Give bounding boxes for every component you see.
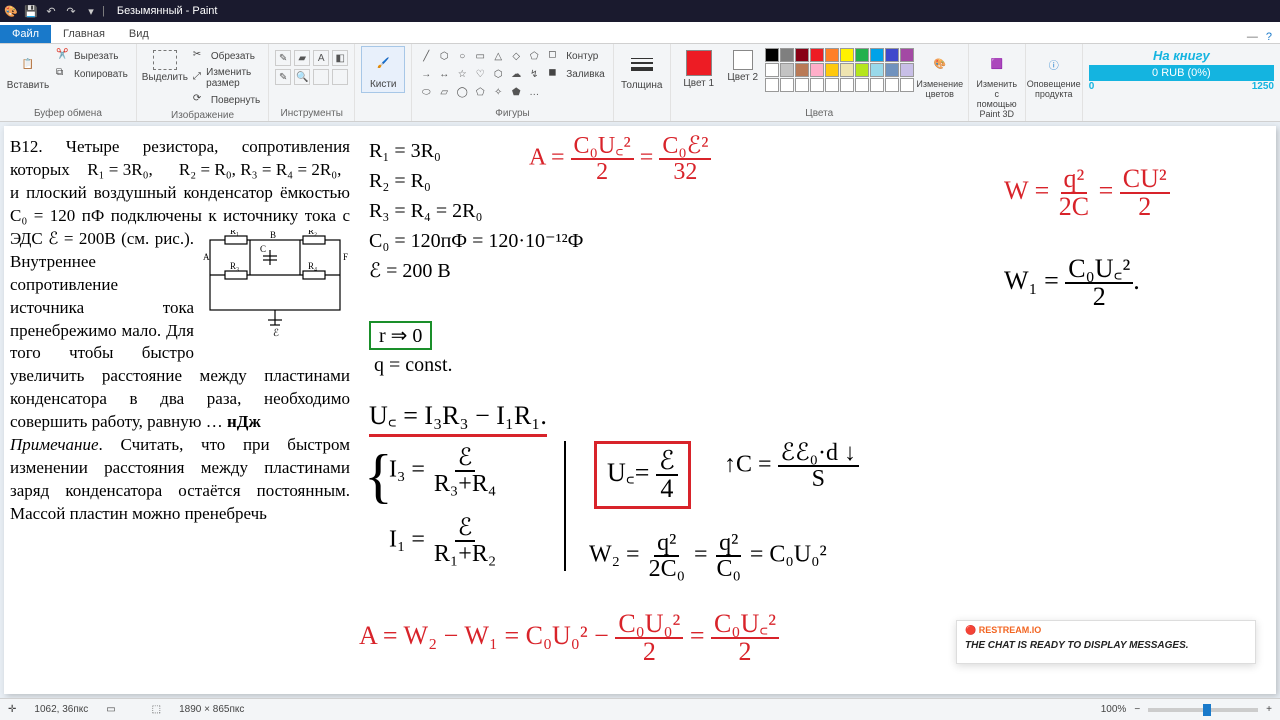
divider-line bbox=[564, 441, 566, 571]
crop-button[interactable]: ✂Обрезать bbox=[191, 48, 262, 64]
shapes-gallery[interactable]: ╱⬡○▭△◇⬠ →↔☆♡⬡☁↯ ⬭▱◯⬠✧⬟… bbox=[418, 46, 542, 100]
hand-A: A = C₀U꜀²2 = C₀ℰ²32 bbox=[529, 134, 711, 184]
svg-text:R₂: R₂ bbox=[308, 230, 317, 236]
group-alert: ⓘОповещение продукта bbox=[1026, 44, 1083, 121]
group-tools: ✎▰A◧ ✎🔍 Инструменты bbox=[269, 44, 355, 121]
hand-W1: W₁ = C₀U꜀²2. bbox=[1004, 256, 1140, 310]
svg-text:B: B bbox=[270, 230, 276, 240]
zoom-slider[interactable] bbox=[1148, 708, 1258, 712]
shape-fill-button[interactable]: ◼Заливка bbox=[546, 66, 607, 82]
group-image: Выделить ✂Обрезать ⤢Изменить размер ⟳Пов… bbox=[137, 44, 269, 121]
chat-message: The chat is ready to display messages. bbox=[965, 640, 1247, 651]
hand-A-final: A = W₂ − W₁ = C₀U₀² − C₀U₀²2 = C₀U꜀²2 bbox=[359, 611, 779, 665]
edit-colors-button[interactable]: 🎨 Изменение цветов bbox=[918, 46, 962, 100]
picker-icon: ✎ bbox=[275, 69, 291, 85]
hand-C: ↑C = ℰℰ₀·d ↓S bbox=[724, 441, 859, 491]
app-icon: 🎨 bbox=[4, 4, 18, 18]
title-bar: 🎨 💾 ↶ ↷ ▾ | Безымянный - Paint bbox=[0, 0, 1280, 22]
canvas-size-icon: ⬚ bbox=[152, 704, 161, 715]
donation-widget: На книгу 0 RUB (0%) 01250 bbox=[1083, 44, 1280, 121]
color1-button[interactable]: Цвет 1 bbox=[677, 46, 721, 89]
hand-q-const: q = const. bbox=[374, 354, 453, 377]
restream-brand: 🔴 RESTREAM.IO bbox=[965, 625, 1247, 636]
tab-file[interactable]: Файл bbox=[0, 25, 51, 43]
svg-text:R₁: R₁ bbox=[230, 230, 239, 236]
group-clipboard: 📋 Вставить ✂️Вырезать ⧉Копировать Буфер … bbox=[0, 44, 137, 121]
svg-text:C: C bbox=[260, 244, 266, 254]
help-icon[interactable]: ? bbox=[1266, 31, 1272, 43]
zoom-in-button[interactable]: + bbox=[1266, 704, 1272, 715]
cursor-pos: 1062, 36пкс bbox=[34, 704, 88, 715]
hand-r-zero: r ⇒ 0 bbox=[369, 321, 432, 350]
hand-Uc-box: U꜀= ℰ4 bbox=[594, 441, 691, 509]
color1-swatch bbox=[686, 50, 712, 76]
group-colors: Цвет 1 Цвет 2 🎨 Изменение цветов Цвета bbox=[671, 44, 969, 121]
hand-W: W = q²2C = CU²2 bbox=[1004, 166, 1170, 220]
brushes-button[interactable]: 🖌️ Кисти bbox=[361, 46, 405, 93]
copy-button[interactable]: ⧉Копировать bbox=[54, 66, 130, 82]
hand-Uc: U꜀ = I₃R₃ − I₁R₁. bbox=[369, 396, 547, 437]
canvas-size: 1890 × 865пкс bbox=[179, 704, 244, 715]
tab-home[interactable]: Главная bbox=[51, 25, 117, 43]
zoom-icon: 🔍 bbox=[294, 69, 310, 85]
hand-I1: I₁ = ℰR₁+R₂ bbox=[389, 516, 499, 566]
tool-grid[interactable]: ✎▰A◧ ✎🔍 bbox=[275, 46, 348, 85]
product-alert-button[interactable]: ⓘОповещение продукта bbox=[1032, 46, 1076, 100]
paste-button[interactable]: 📋 Вставить bbox=[6, 46, 50, 91]
eraser-icon: ◧ bbox=[332, 50, 348, 66]
text-icon: A bbox=[313, 50, 329, 66]
chat-overlay: 🔴 RESTREAM.IO The chat is ready to displ… bbox=[956, 620, 1256, 664]
status-bar: ✛ 1062, 36пкс ▭ ⬚ 1890 × 865пкс 100% − + bbox=[0, 698, 1280, 720]
group-brushes: 🖌️ Кисти bbox=[355, 44, 412, 121]
shape-outline-button[interactable]: ◻Контур bbox=[546, 48, 607, 64]
circuit-diagram: R₁ R₂ R₃ R₄ C A F B ℰ bbox=[200, 230, 350, 340]
resize-button[interactable]: ⤢Изменить размер bbox=[191, 66, 262, 90]
redo-icon[interactable]: ↷ bbox=[64, 4, 78, 18]
cursor-pos-icon: ✛ bbox=[8, 704, 16, 715]
tab-view[interactable]: Вид bbox=[117, 25, 161, 43]
qat-more-icon[interactable]: ▾ bbox=[84, 4, 98, 18]
pencil-icon: ✎ bbox=[275, 50, 291, 66]
fill-icon: ▰ bbox=[294, 50, 310, 66]
zoom-out-button[interactable]: − bbox=[1134, 704, 1140, 715]
color2-swatch bbox=[733, 50, 753, 70]
group-size: Толщина bbox=[614, 44, 671, 121]
size-button[interactable]: Толщина bbox=[620, 46, 664, 91]
group-paint3d: 🟪Изменить с помощью Paint 3D bbox=[969, 44, 1026, 121]
color-palette[interactable] bbox=[765, 46, 914, 92]
select-button[interactable]: Выделить bbox=[143, 46, 187, 83]
canvas-area[interactable]: В12. Четыре резистора, сопротивления кот… bbox=[0, 122, 1280, 698]
zoom-level: 100% bbox=[1101, 704, 1127, 715]
paint3d-button[interactable]: 🟪Изменить с помощью Paint 3D bbox=[975, 46, 1019, 120]
cut-button[interactable]: ✂️Вырезать bbox=[54, 48, 130, 64]
problem-text: В12. Четыре резистора, сопротивления кот… bbox=[10, 136, 350, 526]
svg-text:ℰ: ℰ bbox=[273, 328, 279, 339]
ribbon: 📋 Вставить ✂️Вырезать ⧉Копировать Буфер … bbox=[0, 44, 1280, 122]
hand-I3: I₃ = ℰR₃+R₄ bbox=[389, 446, 499, 496]
svg-text:R₄: R₄ bbox=[308, 261, 317, 271]
minimize-icon[interactable]: — bbox=[1247, 31, 1258, 43]
save-icon[interactable]: 💾 bbox=[24, 4, 38, 18]
color2-button[interactable]: Цвет 2 bbox=[725, 46, 761, 83]
svg-text:F: F bbox=[343, 252, 348, 262]
window-title: Безымянный - Paint bbox=[117, 5, 218, 17]
svg-text:R₃: R₃ bbox=[230, 261, 239, 271]
selection-size-icon: ▭ bbox=[106, 704, 115, 715]
undo-icon[interactable]: ↶ bbox=[44, 4, 58, 18]
rotate-button[interactable]: ⟳Повернуть bbox=[191, 92, 262, 108]
tab-row: Файл Главная Вид — ? bbox=[0, 22, 1280, 44]
svg-text:A: A bbox=[203, 252, 210, 262]
group-shapes: ╱⬡○▭△◇⬠ →↔☆♡⬡☁↯ ⬭▱◯⬠✧⬟… ◻Контур ◼Заливка… bbox=[412, 44, 614, 121]
hand-W2: W₂ = q²2C₀ = q²C₀ = C₀U₀² bbox=[589, 531, 827, 581]
